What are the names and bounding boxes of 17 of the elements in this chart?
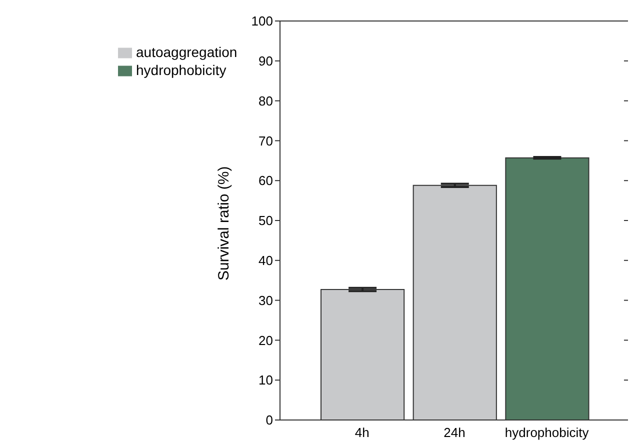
y-tick-label: 20 <box>258 332 273 348</box>
x-tick-label: 4h <box>354 425 370 440</box>
y-tick-label: 100 <box>251 14 273 29</box>
y-axis-title: Survival ratio (%) <box>215 166 232 280</box>
y-tick-label: 60 <box>258 173 273 188</box>
x-tick-label: 24h <box>444 425 466 440</box>
y-tick-label: 70 <box>258 133 273 148</box>
y-tick-label: 40 <box>258 253 273 268</box>
legend-label: hydrophobicity <box>136 62 226 78</box>
y-tick-label: 0 <box>266 412 273 428</box>
y-tick-label: 80 <box>258 93 273 108</box>
x-tick-label: hydrophobicity <box>504 425 590 440</box>
y-tick-label: 50 <box>258 213 273 228</box>
y-tick-label: 10 <box>258 372 273 388</box>
legend-label: autoaggregation <box>136 44 238 60</box>
y-tick-label: 30 <box>258 292 273 308</box>
y-tick-label: 90 <box>258 54 273 69</box>
